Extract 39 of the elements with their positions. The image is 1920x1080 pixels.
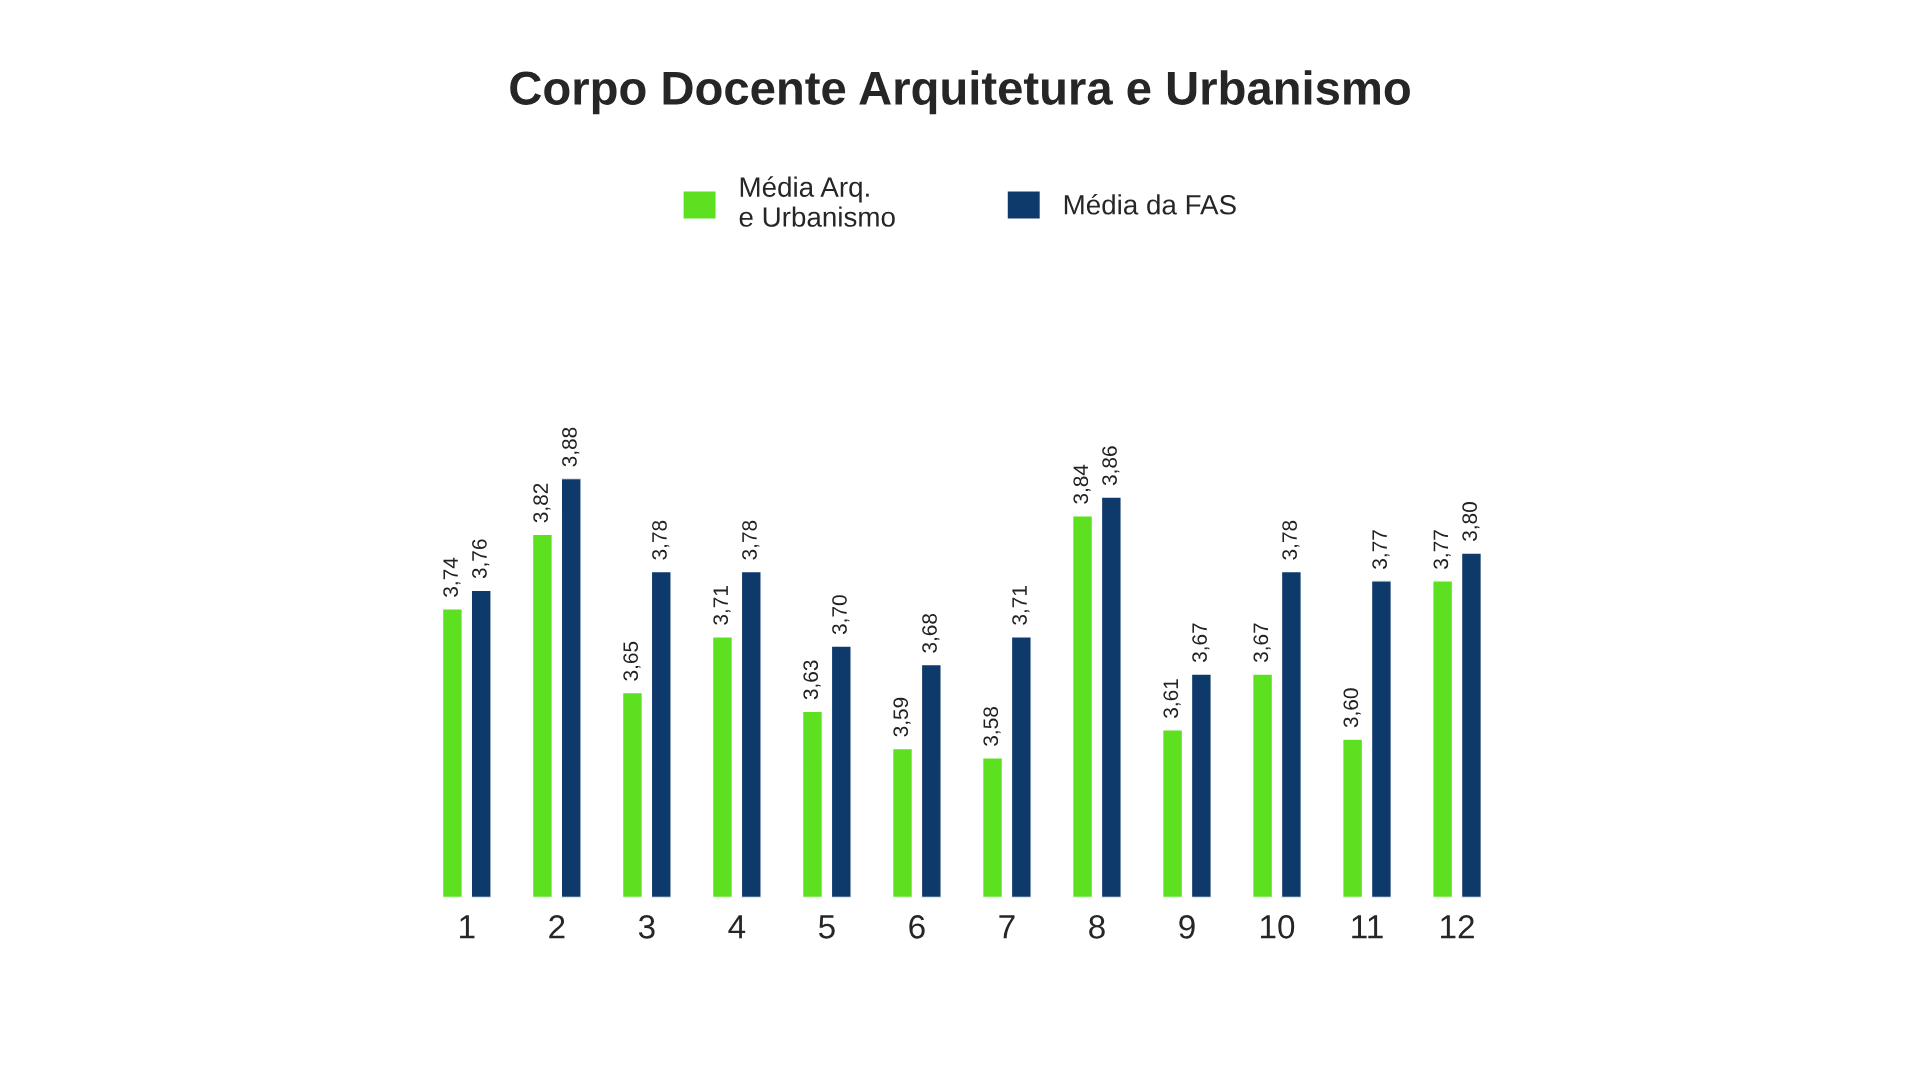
x-tick-label: 7 (999, 915, 1015, 939)
data-label: 3,84 (1073, 464, 1091, 504)
x-tick-label: 12 (1441, 915, 1474, 939)
data-label: 3,76 (472, 539, 490, 579)
data-label: 3,71 (1012, 586, 1030, 625)
data-label: 3,78 (1282, 520, 1300, 560)
chart-title: Corpo Docente Arquitetura e Urbanismo (510, 70, 1410, 115)
data-label: 3,67 (1192, 623, 1210, 663)
data-label: 3,63 (803, 660, 821, 700)
data-label: 3,65 (623, 641, 641, 681)
x-tick-label: 11 (1352, 915, 1383, 939)
x-tick-label: 6 (909, 915, 925, 939)
data-label: 3,67 (1253, 623, 1271, 663)
data-label: 3,58 (983, 707, 1001, 746)
x-tick-label: 2 (549, 915, 565, 939)
data-label: 3,70 (832, 595, 850, 635)
x-tick-label: 3 (638, 915, 655, 939)
data-label: 3,77 (1433, 530, 1451, 569)
data-label: 3,68 (922, 613, 940, 653)
data-label: 3,59 (893, 697, 911, 737)
x-tick-label: 1 (460, 915, 475, 939)
data-label: 3,71 (713, 586, 731, 625)
x-tick-label: 8 (1089, 915, 1105, 939)
data-label: 3,78 (652, 520, 670, 560)
data-label: 3,88 (562, 427, 580, 467)
legend-label: Média da FAS (1064, 193, 1236, 215)
x-tick-label: 5 (818, 915, 835, 939)
data-label: 3,82 (533, 483, 551, 523)
data-label: 3,60 (1343, 688, 1361, 728)
data-label: 3,77 (1372, 530, 1390, 569)
x-tick-label: 4 (728, 915, 746, 939)
data-label: 3,86 (1102, 446, 1120, 486)
legend-label: Média Arq. e Urbanismo (739, 176, 895, 227)
data-label: 3,78 (742, 520, 760, 560)
data-label: 3,74 (443, 557, 461, 597)
x-tick-label: 10 (1260, 915, 1295, 939)
data-label: 3,80 (1462, 502, 1480, 542)
data-label: 3,61 (1163, 679, 1181, 718)
x-tick-label: 9 (1179, 915, 1195, 939)
